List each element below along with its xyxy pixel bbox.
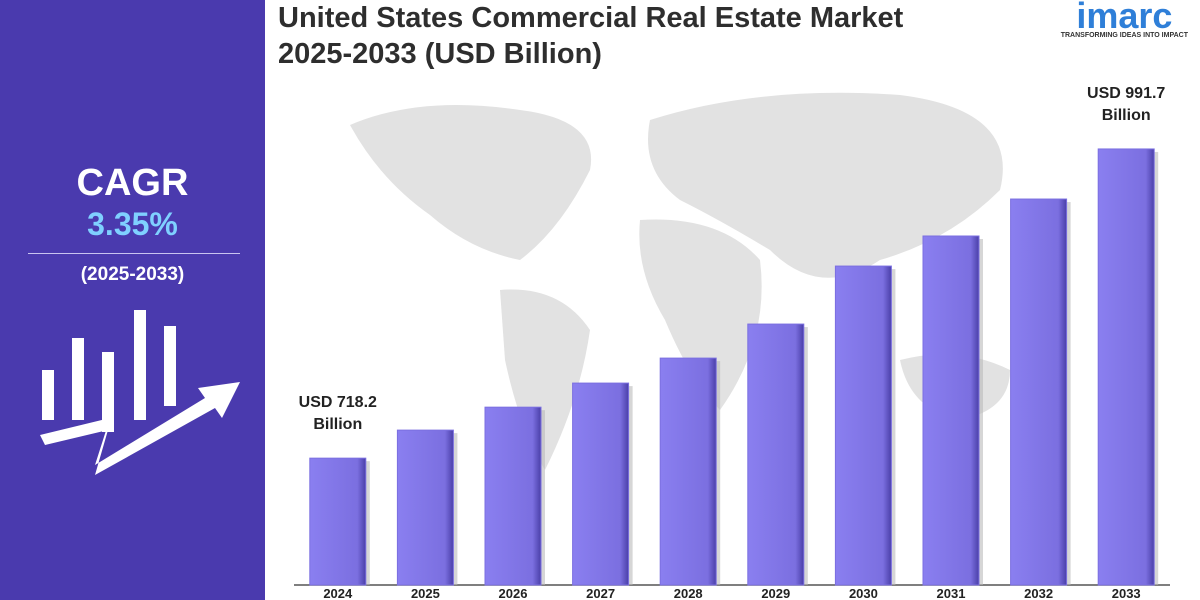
sidebar: CAGR 3.35% (2025-2033) [0, 0, 265, 600]
logo-tagline: TRANSFORMING IDEAS INTO IMPACT [1060, 32, 1188, 39]
bar [1010, 198, 1068, 586]
value-label: USD 718.2 Billion [298, 394, 377, 434]
x-tick-label: 2028 [674, 586, 703, 600]
logo: imarc TRANSFORMING IDEAS INTO IMPACT [1061, 0, 1188, 39]
x-tick-label: 2025 [411, 586, 440, 600]
x-tick-label: 2033 [1112, 586, 1141, 600]
bar [834, 265, 892, 586]
x-tick-label: 2027 [586, 586, 615, 600]
bar [747, 323, 805, 586]
value-label: USD 991.7 Billion [1087, 84, 1166, 124]
divider [28, 253, 240, 254]
x-tick-label: 2026 [499, 586, 528, 600]
cagr-value: 3.35% [87, 206, 178, 242]
bar [659, 357, 717, 586]
bar [572, 382, 630, 586]
x-tick-label: 2024 [323, 586, 353, 600]
x-tick-label: 2030 [849, 586, 878, 600]
bar [309, 457, 367, 586]
logo-name: imarc [1076, 0, 1173, 36]
x-tick-label: 2031 [937, 586, 966, 600]
bar [396, 429, 454, 586]
x-tick-label: 2029 [761, 586, 790, 600]
cagr-period: (2025-2033) [80, 264, 185, 285]
bar [484, 406, 542, 586]
bar [922, 235, 980, 586]
growth-icon [40, 310, 240, 475]
bar [1097, 148, 1155, 586]
chart-title: United States Commercial Real Estate Mar… [278, 2, 904, 70]
x-tick-label: 2032 [1024, 586, 1053, 600]
cagr-label: CAGR [76, 162, 189, 204]
